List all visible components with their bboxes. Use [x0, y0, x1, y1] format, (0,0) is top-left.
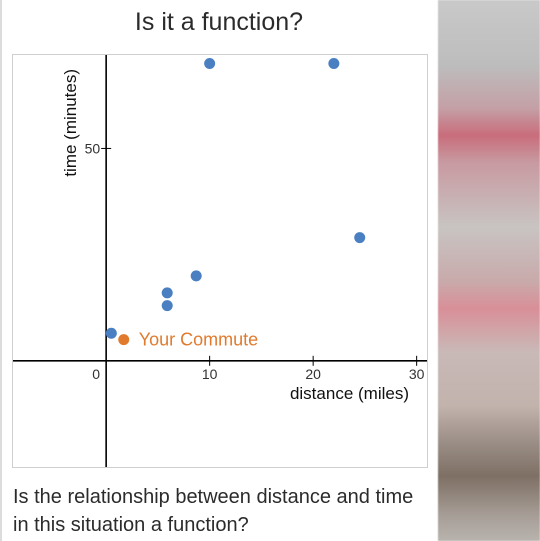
data-point	[190, 270, 202, 282]
graph-frame: 0 10 20 30 50 distance (miles) time (minutes) Y…	[12, 54, 428, 468]
scatter-chart: 0 10 20 30 50 distance (miles) time (minutes) Y…	[13, 55, 427, 467]
data-point	[161, 287, 173, 299]
data-point	[161, 300, 173, 312]
question-text: Is the relationship between distance and…	[13, 486, 414, 536]
x-tick-label: 30	[409, 366, 425, 382]
y-tick-label: 50	[85, 140, 101, 156]
panel-edge	[0, 0, 2, 541]
commute-annotation: Your Commute	[139, 330, 258, 350]
x-tick-label: 10	[202, 366, 218, 382]
x-axis-label: distance (miles)	[290, 384, 409, 403]
activity-panel: Is it a function? 0 10 20 30 50 distance (mil…	[0, 0, 428, 541]
data-point	[328, 57, 340, 69]
commute-point	[118, 334, 130, 346]
data-point	[105, 327, 117, 339]
page-title: Is it a function?	[134, 8, 304, 36]
y-axis-label: time (minutes)	[61, 69, 80, 177]
blurred-background	[438, 0, 540, 541]
data-point	[354, 232, 366, 244]
x-tick-label: 20	[305, 366, 321, 382]
data-point	[204, 57, 216, 69]
x-tick-label: 0	[92, 366, 100, 382]
